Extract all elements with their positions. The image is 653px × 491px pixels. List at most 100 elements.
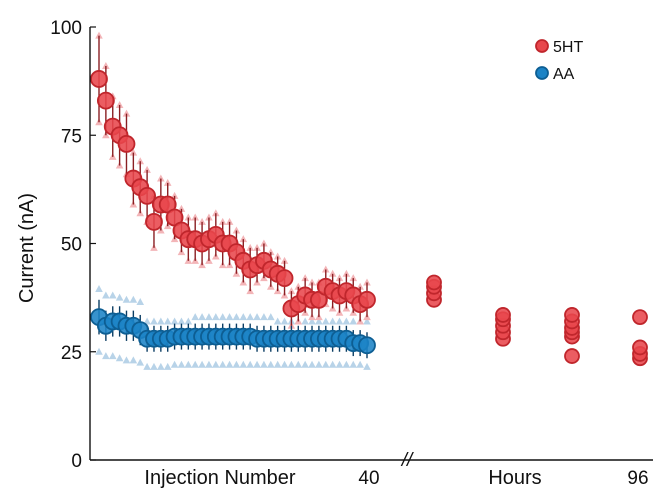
aa-sample-lower-39 [356, 360, 364, 368]
aa-sample-lower-29 [287, 360, 296, 368]
aa-sample-upper-11 [163, 317, 172, 325]
aa-sample-lower-9 [150, 362, 158, 370]
aa-sample-upper-20 [225, 313, 234, 321]
aa-sample-upper-19 [218, 313, 227, 321]
aa-sample-upper-25 [260, 313, 268, 321]
5ht-sample-upper-24 [253, 243, 261, 251]
5ht-sample-upper-37 [342, 269, 351, 277]
aa-sample-upper-22 [239, 313, 248, 321]
aa-sample-lower-12 [170, 360, 179, 368]
x-tick-40: 40 [358, 468, 379, 489]
aa-mean-point-40 [358, 336, 376, 355]
aa-sample-upper-28 [280, 317, 289, 325]
aa-sample-upper-21 [232, 313, 241, 321]
aa-sample-lower-4 [115, 354, 124, 362]
5ht-hours-point-1-4 [426, 274, 442, 291]
aa-sample-lower-28 [280, 360, 289, 368]
aa-sample-lower-14 [184, 360, 193, 368]
aa-sample-lower-5 [122, 356, 131, 364]
5ht-sample-upper-14 [184, 213, 193, 221]
axis-labels: Current (nA) Injection Number 40 // Hour… [16, 193, 649, 489]
x-axis-label-injection: Injection Number [144, 467, 296, 489]
5ht-sample-upper-11 [163, 178, 172, 186]
aa-sample-upper-18 [212, 313, 220, 321]
aa-sample-lower-30 [294, 360, 303, 368]
5ht-sample-upper-15 [191, 213, 200, 221]
5ht-sample-upper-20 [225, 217, 234, 225]
aa-sample-upper-5 [122, 295, 131, 303]
5ht-sample-upper-8 [143, 165, 151, 173]
5ht-sample-upper-1 [95, 31, 103, 39]
aa-sample-upper-3 [108, 291, 117, 299]
aa-sample-lower-15 [191, 360, 200, 368]
aa-sample-upper-23 [246, 313, 254, 321]
5ht-sample-upper-18 [212, 209, 220, 217]
5ht-sample-upper-35 [328, 269, 337, 277]
mean-points-layer [90, 70, 376, 355]
aa-sample-lower-37 [342, 360, 351, 368]
aa-sample-upper-33 [315, 317, 323, 325]
5ht-hours-point-4-3 [632, 339, 648, 356]
aa-sample-upper-10 [157, 317, 165, 325]
aa-sample-upper-24 [253, 313, 261, 321]
5ht-mean-point-5 [117, 135, 136, 153]
5ht-hours-point-4-4 [632, 309, 648, 326]
5ht-sample-upper-26 [266, 248, 275, 256]
aa-sample-lower-2 [102, 352, 110, 360]
axis-break-mark: // [400, 450, 414, 471]
aa-sample-lower-21 [232, 360, 241, 368]
aa-sample-upper-36 [335, 317, 344, 325]
aa-sample-upper-8 [143, 317, 151, 325]
5ht-sample-upper-32 [308, 278, 316, 286]
5ht-sample-upper-28 [280, 256, 289, 264]
5ht-sample-upper-5 [122, 109, 131, 117]
aa-sample-lower-19 [218, 360, 227, 368]
5ht-mean-point-28 [275, 269, 294, 288]
5ht-sample-upper-12 [170, 191, 179, 199]
aa-sample-lower-3 [108, 352, 117, 360]
5ht-sample-upper-22 [239, 235, 248, 243]
legend: 5HT AA [535, 39, 583, 83]
aa-sample-lower-10 [157, 362, 165, 370]
aa-sample-lower-40 [363, 362, 371, 370]
aa-sample-lower-26 [266, 360, 275, 368]
legend-marker-5ht [535, 39, 549, 53]
aa-sample-upper-12 [170, 317, 179, 325]
5ht-mean-point-8 [138, 186, 157, 205]
hours-points-layer [426, 274, 648, 367]
5ht-sample-upper-30 [294, 282, 303, 290]
aa-sample-upper-34 [321, 317, 330, 325]
aa-sample-lower-22 [239, 360, 248, 368]
aa-sample-upper-1 [95, 284, 103, 292]
5ht-sample-upper-13 [177, 204, 186, 212]
aa-sample-lower-36 [335, 360, 344, 368]
5ht-sample-upper-39 [356, 282, 364, 290]
aa-sample-upper-4 [115, 293, 124, 301]
5ht-sample-upper-16 [198, 217, 206, 225]
5ht-sample-upper-29 [287, 287, 296, 295]
5ht-sample-upper-4 [115, 100, 124, 108]
aa-sample-lower-16 [198, 360, 206, 368]
5ht-sample-upper-38 [349, 274, 358, 282]
aa-sample-lower-20 [225, 360, 234, 368]
aa-sample-lower-7 [136, 358, 145, 366]
aa-sample-lower-11 [163, 362, 172, 370]
5ht-sample-upper-23 [246, 243, 254, 251]
aa-sample-upper-26 [266, 313, 275, 321]
5ht-sample-upper-31 [301, 274, 309, 282]
aa-sample-upper-40 [363, 317, 371, 325]
5ht-hours-point-3-1 [564, 348, 580, 364]
aa-sample-upper-7 [136, 297, 145, 305]
5ht-sample-upper-36 [335, 274, 344, 282]
aa-sample-lower-25 [260, 360, 268, 368]
axes: 0 25 50 75 100 [50, 18, 653, 472]
y-tick-label-75: 75 [61, 126, 82, 147]
aa-sample-upper-15 [191, 313, 200, 321]
aa-sample-lower-27 [273, 360, 282, 368]
aa-sample-lower-31 [301, 360, 309, 368]
x-tick-96: 96 [627, 468, 648, 489]
aa-sample-lower-24 [253, 360, 261, 368]
x-axis-label-hours: Hours [488, 467, 541, 489]
y-tick-label-0: 0 [71, 451, 82, 472]
